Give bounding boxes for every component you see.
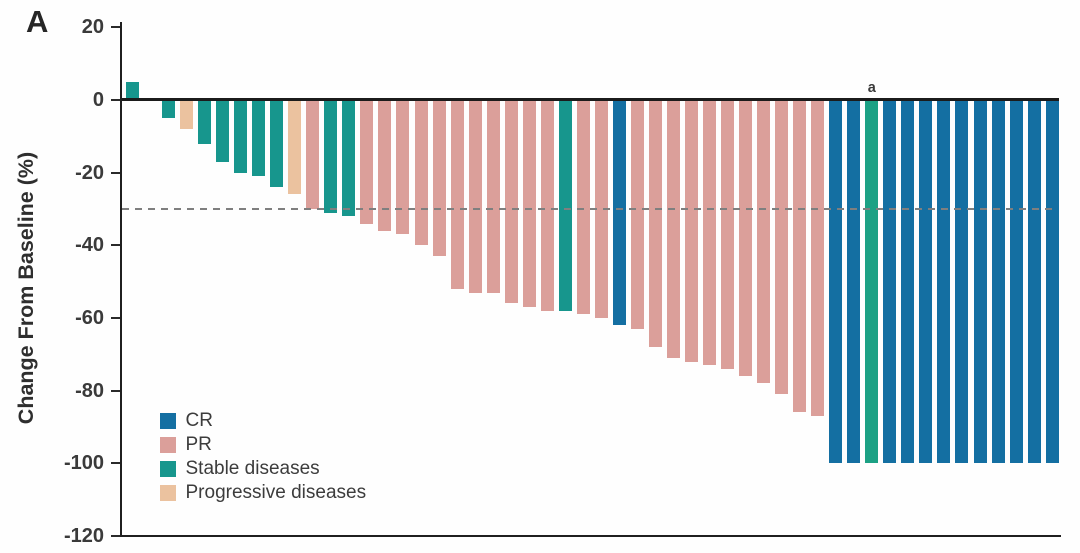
bar	[180, 100, 194, 130]
bar	[1045, 100, 1059, 464]
tick-label: -20	[75, 161, 104, 184]
bar	[883, 100, 897, 464]
bar	[360, 100, 374, 224]
tick-mark	[111, 534, 121, 538]
bar	[486, 100, 500, 293]
tick-mark	[111, 316, 121, 320]
bar	[162, 100, 176, 119]
bar	[901, 100, 915, 464]
zero-baseline-line	[119, 98, 1059, 102]
bar	[342, 100, 356, 217]
bar	[216, 100, 230, 162]
bar	[684, 100, 698, 362]
tick-mark	[111, 171, 121, 174]
bar	[252, 100, 266, 177]
bar	[829, 100, 843, 464]
tick-mark	[111, 98, 121, 102]
bar	[666, 100, 680, 358]
legend-swatch-pr	[160, 437, 176, 453]
bar	[775, 100, 789, 395]
legend-label: CR	[185, 410, 213, 431]
bar	[847, 100, 861, 464]
bar	[198, 100, 212, 144]
panel-label: A	[26, 4, 49, 39]
legend-label: Stable diseases	[185, 458, 320, 479]
bar	[937, 100, 951, 464]
tick-label: 20	[81, 16, 104, 39]
bar	[648, 100, 662, 348]
bar	[288, 100, 302, 195]
bar	[919, 100, 933, 464]
legend-item-pr: PR	[160, 434, 366, 455]
bar	[540, 100, 554, 311]
bar	[630, 100, 644, 329]
bar	[522, 100, 536, 308]
y-axis-line	[119, 22, 123, 537]
legend-item-stable: Stable diseases	[160, 458, 366, 479]
bar	[270, 100, 284, 188]
minus30-reference-line	[122, 207, 1058, 211]
bar	[739, 100, 753, 377]
bar	[576, 100, 590, 315]
x-axis-line	[119, 535, 1061, 537]
bar	[126, 81, 139, 100]
bar	[450, 100, 464, 289]
bar	[757, 100, 771, 384]
legend: CR PR Stable diseases Progressive diseases	[160, 410, 367, 509]
bar	[865, 100, 879, 464]
bar	[973, 100, 987, 464]
bar	[991, 100, 1005, 464]
bar	[378, 100, 392, 231]
bar	[793, 100, 807, 413]
tick-mark	[111, 26, 121, 29]
legend-swatch-cr	[160, 413, 176, 429]
bar	[414, 100, 428, 246]
bar	[811, 100, 825, 417]
tick-label: -120	[63, 524, 104, 547]
bar	[721, 100, 735, 369]
footnote-marker-a: a	[867, 80, 876, 96]
legend-item-progressive: Progressive diseases	[160, 482, 367, 503]
legend-swatch-progressive	[160, 485, 176, 501]
bar	[432, 100, 446, 257]
bar	[1027, 100, 1041, 464]
bar	[558, 100, 572, 311]
legend-swatch-stable	[160, 461, 176, 477]
bar	[468, 100, 482, 293]
tick-label: -80	[75, 379, 104, 402]
bar	[324, 100, 338, 213]
tick-label: -40	[75, 234, 104, 257]
legend-label: Progressive diseases	[185, 482, 367, 503]
tick-label: -60	[75, 306, 104, 329]
tick-mark	[111, 389, 121, 392]
tick-label: 0	[92, 89, 104, 111]
legend-label: PR	[185, 434, 212, 455]
bar	[306, 100, 320, 209]
bar	[396, 100, 410, 235]
bar	[504, 100, 518, 304]
bar	[612, 100, 626, 326]
tick-label: -100	[63, 452, 104, 475]
tick-mark	[111, 462, 121, 465]
bar	[703, 100, 717, 366]
bar	[1009, 100, 1023, 464]
legend-item-cr: CR	[160, 410, 366, 431]
bar	[234, 100, 248, 173]
tick-mark	[111, 244, 121, 247]
bar	[955, 100, 969, 464]
